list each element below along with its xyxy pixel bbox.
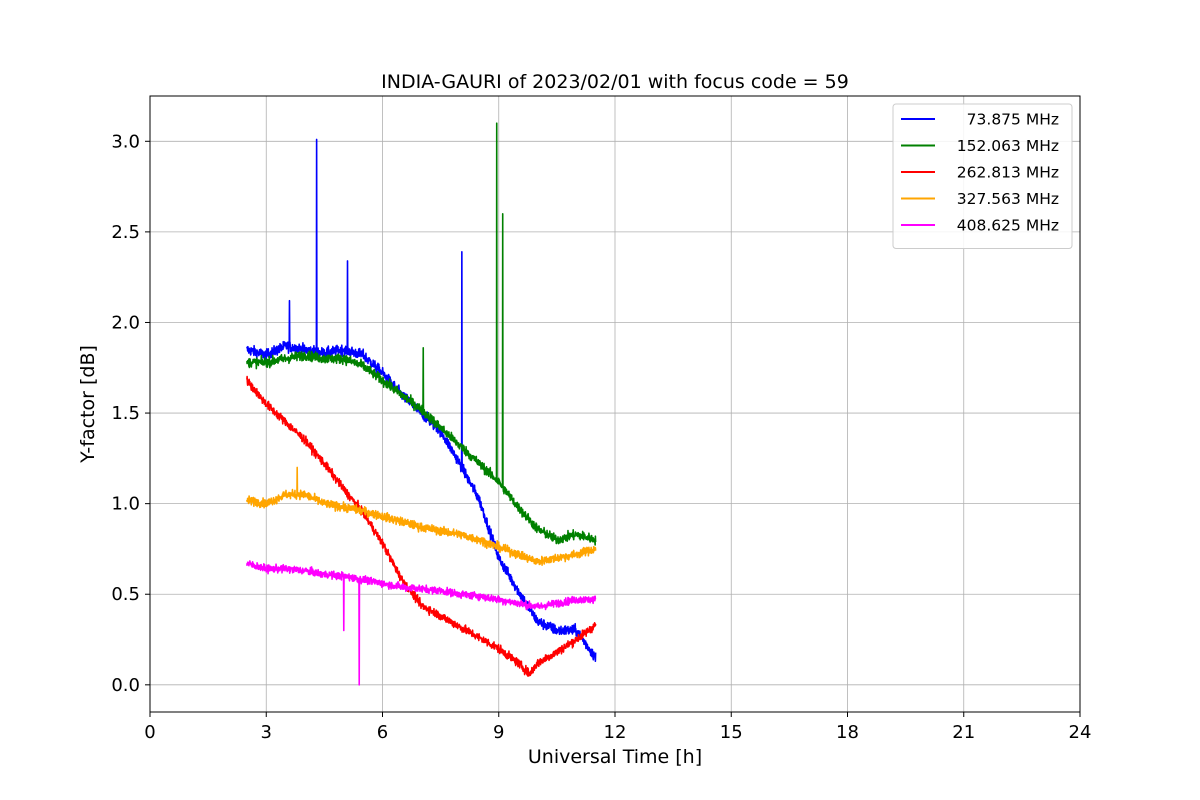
y-axis-label: Y-factor [dB]: [77, 345, 99, 464]
legend-label: 73.875 MHz: [967, 111, 1059, 129]
series-line: [246, 122, 597, 546]
y-tick-label: 0.5: [111, 584, 140, 605]
x-tick-label: 6: [377, 722, 388, 743]
chart-title: INDIA-GAURI of 2023/02/01 with focus cod…: [381, 71, 849, 93]
series-line: [246, 375, 597, 677]
legend: 73.875 MHz 152.063 MHz 262.813 MHz 327.563 …: [892, 103, 1073, 249]
y-tick-label: 2.0: [111, 312, 140, 333]
legend-label: 327.563 MHz: [957, 190, 1059, 208]
x-tick-label: 21: [952, 722, 975, 743]
series-layer: [246, 122, 597, 686]
x-axis: 0 3 6 9 12 15 18 21 24: [144, 712, 1091, 743]
x-tick-label: 24: [1069, 722, 1092, 743]
y-tick-label: 0.0: [111, 675, 140, 696]
legend-label: 152.063 MHz: [957, 137, 1059, 155]
y-tick-label: 3.0: [111, 131, 140, 152]
y-tick-label: 1.0: [111, 494, 140, 515]
series-line: [246, 560, 597, 686]
y-tick-label: 1.5: [111, 403, 140, 424]
legend-label: 408.625 MHz: [957, 217, 1059, 235]
x-tick-label: 0: [144, 722, 155, 743]
series-line: [246, 466, 597, 566]
x-tick-label: 18: [836, 722, 859, 743]
x-tick-label: 3: [261, 722, 272, 743]
x-tick-label: 12: [604, 722, 627, 743]
x-axis-label: Universal Time [h]: [528, 746, 702, 768]
legend-label: 262.813 MHz: [957, 164, 1059, 182]
y-tick-label: 2.5: [111, 222, 140, 243]
legend-box: [892, 103, 1073, 249]
x-tick-label: 9: [493, 722, 504, 743]
x-tick-label: 15: [720, 722, 743, 743]
y-axis: 0.0 0.5 1.0 1.5 2.0 2.5 3.0: [111, 131, 150, 696]
